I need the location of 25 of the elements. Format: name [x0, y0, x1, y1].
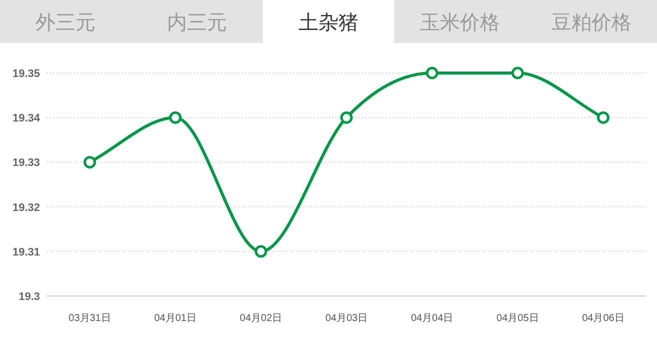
point: [169, 111, 182, 124]
y-tick-label: 19.34: [12, 112, 41, 125]
point: [254, 245, 268, 258]
point: [426, 66, 438, 80]
x-tick-label: 04月04日: [410, 313, 454, 324]
x-tick-label: 04月01日: [154, 313, 196, 324]
text: 玉米价格: [420, 12, 500, 34]
x-tick-label: 04月06日: [582, 313, 624, 324]
text: 外三元: [36, 12, 96, 34]
point: [340, 111, 353, 124]
y-tick-label: 19.32: [12, 202, 40, 214]
x-tick-label: 03月31日: [68, 313, 111, 324]
y-tick-label: 19.33: [12, 157, 40, 170]
y-tick-label: 19.35: [12, 68, 40, 80]
point: [511, 66, 524, 80]
y-tick-label: 19.3: [18, 291, 40, 303]
point: [84, 156, 96, 168]
chart-title: 土杂猪: [298, 12, 358, 34]
x-tick-label: 04月03日: [325, 313, 368, 324]
y-tick-label: 19.31: [12, 246, 40, 258]
x-tick-label: 04月02日: [240, 313, 282, 324]
text: 内三元: [167, 12, 228, 34]
text: 豆粕价格: [551, 12, 632, 34]
point: [596, 111, 610, 124]
x-tick-label: 04月05日: [496, 313, 539, 324]
